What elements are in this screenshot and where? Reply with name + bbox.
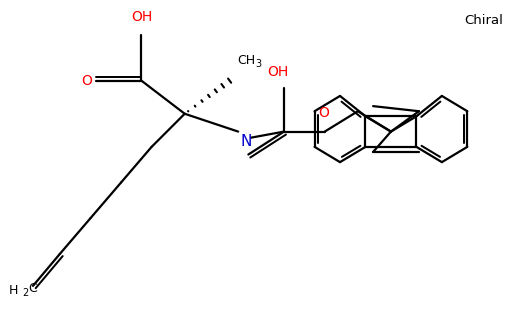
Text: H: H (9, 285, 18, 298)
Text: N: N (241, 134, 252, 149)
Text: 3: 3 (255, 59, 261, 70)
Text: C: C (29, 282, 37, 295)
Text: OH: OH (131, 10, 152, 23)
Text: Chiral: Chiral (464, 15, 503, 28)
Text: O: O (81, 74, 92, 88)
Text: 2: 2 (22, 288, 29, 298)
Text: OH: OH (268, 65, 289, 79)
Text: O: O (318, 106, 329, 121)
Text: CH: CH (237, 54, 255, 67)
